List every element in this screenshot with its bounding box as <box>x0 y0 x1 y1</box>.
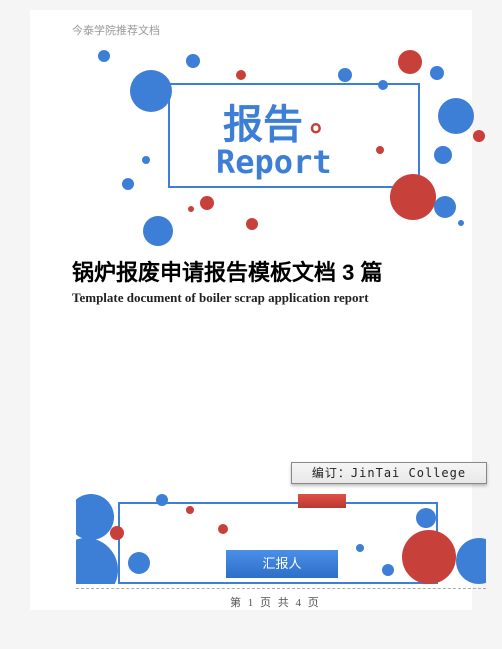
decor-dot <box>122 178 134 190</box>
decor-dot <box>200 196 214 210</box>
decor-dot <box>438 98 474 134</box>
decor-dot <box>76 538 118 584</box>
decor-dot <box>76 494 114 540</box>
decor-dot <box>98 50 110 62</box>
decor-dot <box>156 494 168 506</box>
red-tab-icon <box>298 494 346 508</box>
decor-dot <box>434 196 456 218</box>
document-title-en: Template document of boiler scrap applic… <box>72 290 369 306</box>
decor-dot <box>456 538 486 584</box>
decor-dot <box>188 206 194 212</box>
decor-dot <box>376 146 384 154</box>
report-period-icon: 。 <box>310 96 340 140</box>
decor-dot <box>338 68 352 82</box>
decor-dot <box>130 70 172 112</box>
report-hero-graphic: 报告 。 Report <box>78 48 486 238</box>
decor-dot <box>416 508 436 528</box>
decor-dot <box>186 54 200 68</box>
decor-dot <box>142 156 150 164</box>
decor-dot <box>430 66 444 80</box>
footer-banner: 汇报人 <box>76 494 486 584</box>
decor-dot <box>434 146 452 164</box>
editor-field: 编订：JinTai College <box>291 462 487 484</box>
decor-dot <box>402 530 456 584</box>
decor-dot <box>473 130 485 142</box>
decor-dot <box>128 552 150 574</box>
page-number: 第 1 页 共 4 页 <box>230 594 321 610</box>
decor-dot <box>110 526 124 540</box>
decor-dot <box>378 80 388 90</box>
document-title-cn: 锅炉报废申请报告模板文档 3 篇 <box>72 255 382 287</box>
decor-dot <box>356 544 364 552</box>
decor-dot <box>143 216 173 246</box>
watermark-text: 今泰学院推荐文档 <box>72 22 160 38</box>
decor-dot <box>236 70 246 80</box>
decor-dot <box>246 218 258 230</box>
document-page: 今泰学院推荐文档 报告 。 Report 锅炉报废申请报告模板文档 3 篇 Te… <box>30 10 472 610</box>
decor-dot <box>382 564 394 576</box>
decor-dot <box>458 220 464 226</box>
report-label-cn: 报告 <box>223 92 303 150</box>
reporter-label: 汇报人 <box>226 550 338 578</box>
divider-dash <box>76 588 486 589</box>
report-label-en: Report <box>216 143 332 181</box>
decor-dot <box>390 174 436 220</box>
decor-dot <box>218 524 228 534</box>
decor-dot <box>186 506 194 514</box>
decor-dot <box>398 50 422 74</box>
